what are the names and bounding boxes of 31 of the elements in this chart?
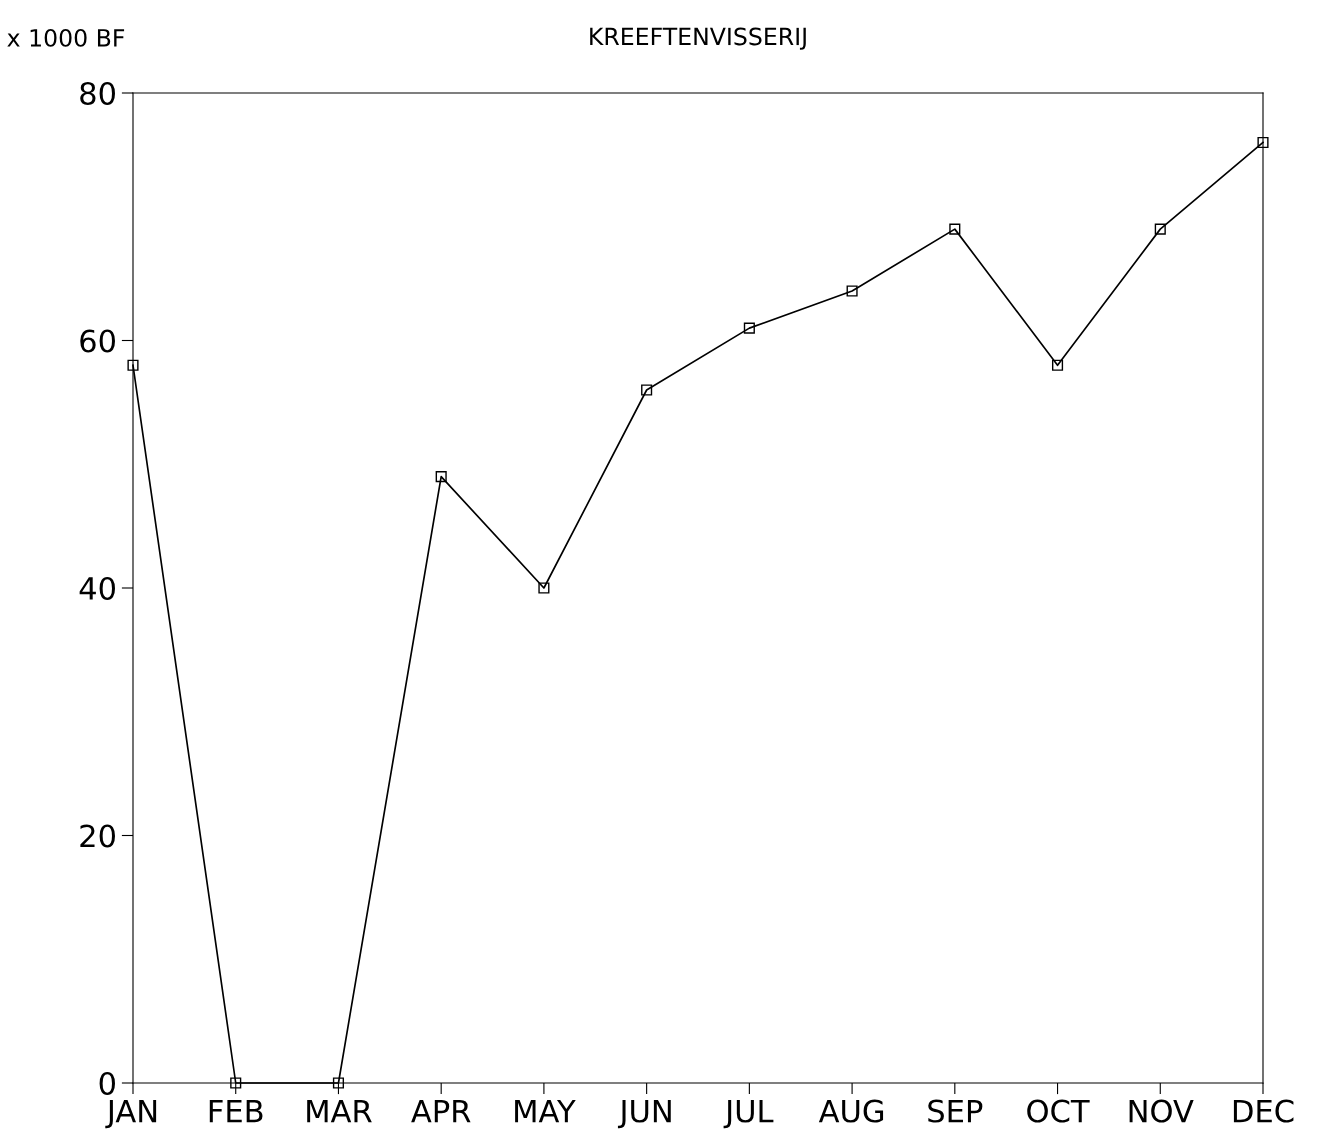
point (949, 223, 961, 235)
chart-title: KREEFTENVISSERIJ (590, 27, 806, 50)
y-tick-label: 0 (99, 1071, 115, 1096)
point (1154, 223, 1166, 235)
x-tick-label: JUN (617, 1099, 671, 1129)
point (332, 1077, 345, 1089)
point (1257, 136, 1269, 149)
point (127, 359, 139, 371)
x-tick-label: AUG (818, 1099, 884, 1123)
x-tick-label: SEP (928, 1099, 983, 1123)
y-tick-label: 40 (79, 576, 115, 601)
point (1051, 359, 1064, 371)
point (435, 471, 447, 483)
x-tick-label: FEB (209, 1099, 263, 1123)
y-tick-label: 60 (80, 329, 115, 353)
x-tick-label: MAY (515, 1099, 576, 1123)
x-tick-label: NOV (1129, 1099, 1194, 1123)
x-tick-label: JAN (105, 1099, 157, 1129)
point (641, 384, 653, 396)
point (743, 322, 755, 334)
x-tick-label: JUL (723, 1099, 774, 1129)
y-tick-label: 80 (80, 81, 115, 106)
x-tick-label: APR (411, 1099, 471, 1123)
x-tick-label: OCT (1027, 1099, 1090, 1123)
point (538, 582, 550, 594)
x-tick-label: DEC (1233, 1099, 1294, 1123)
y-axis-title: x 1000 BF (7, 28, 125, 47)
point (846, 285, 858, 297)
x-tick-label: MAR (307, 1099, 372, 1123)
point (230, 1077, 242, 1089)
y-tick-label: 20 (80, 824, 115, 848)
